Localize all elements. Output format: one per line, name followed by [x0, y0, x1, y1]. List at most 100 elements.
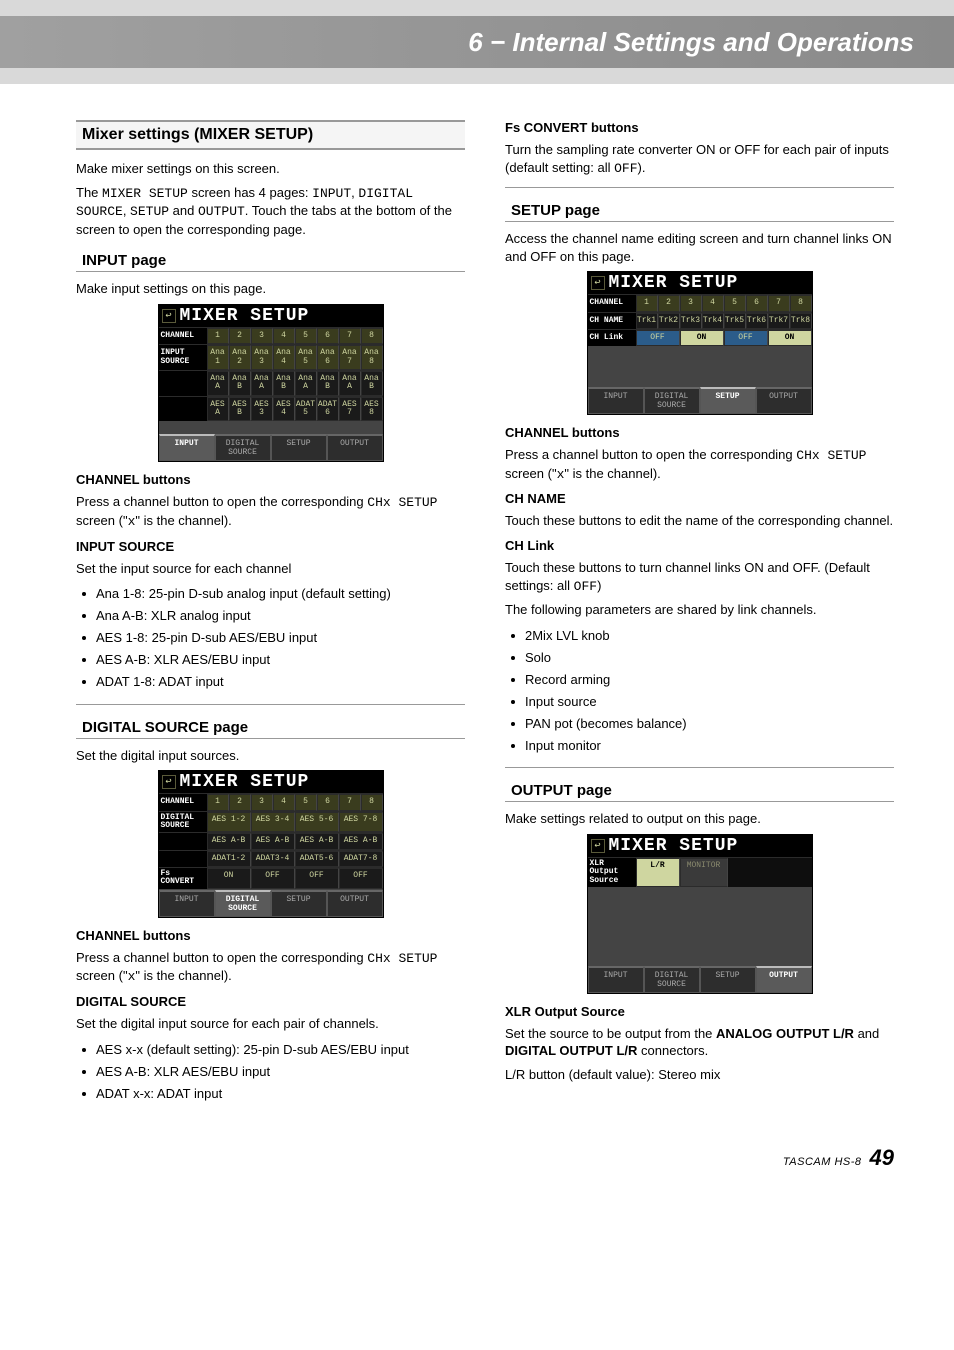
lcd-tab: DIGITAL SOURCE: [644, 387, 700, 414]
lcd-tab: OUTPUT: [327, 434, 383, 461]
lcd-cell: Ana B: [361, 371, 383, 396]
lcd-tab: OUTPUT: [756, 387, 812, 414]
lcd-cell: 2: [229, 328, 251, 344]
list-item: 2Mix LVL knob: [511, 625, 894, 647]
lcd-cell: ADAT 6: [317, 397, 339, 422]
lcd-cell: Ana B: [229, 371, 251, 396]
lcd-tab: DIGITAL SOURCE: [215, 434, 271, 461]
lcd-cell: 5: [295, 794, 317, 810]
lcd-cell: Ana 3: [251, 345, 273, 370]
input-p1: Make input settings on this page.: [76, 280, 465, 298]
lcd-cell: Ana B: [273, 371, 295, 396]
mixer-settings-heading: Mixer settings (MIXER SETUP): [76, 120, 465, 150]
lcd-cell: Ana A: [207, 371, 229, 396]
lcd-tab: DIGITAL SOURCE: [215, 890, 271, 917]
lcd-tab: SETUP: [271, 434, 327, 461]
chapter-header: 6 − Internal Settings and Operations: [0, 16, 954, 68]
lcd-cell: AES 7-8: [339, 812, 383, 833]
lcd-cell: Ana 2: [229, 345, 251, 370]
chbtn-h: CHANNEL buttons: [76, 472, 465, 487]
output-heading: OUTPUT page: [505, 778, 894, 802]
mixer-p2: The MIXER SETUP screen has 4 pages: INPU…: [76, 184, 465, 239]
back-icon: ↩: [591, 839, 605, 853]
lcd-cell: Trk4: [702, 313, 724, 329]
lcd-cell: OFF: [339, 868, 383, 889]
lcd-cell: Trk6: [746, 313, 768, 329]
lcd-cell: AES A-B: [251, 833, 295, 849]
lcd-cell: Trk3: [680, 313, 702, 329]
lcd-cell: ADAT 5: [295, 397, 317, 422]
list-item: AES x-x (default setting): 25-pin D-sub …: [82, 1039, 465, 1061]
lcd-tab: SETUP: [700, 966, 756, 993]
setup-heading: SETUP page: [505, 198, 894, 222]
lcd-cell: OFF: [251, 868, 295, 889]
lcd-tab: SETUP: [700, 387, 756, 414]
lcd-cell: OFF: [636, 330, 680, 346]
lcd-cell: OFF: [724, 330, 768, 346]
page-footer: TASCAM HS-8 49: [0, 1135, 954, 1195]
list-item: Ana A-B: XLR analog input: [82, 605, 465, 627]
lcd-setup: ↩MIXER SETUP CHANNEL 12345678 CH NAME Tr…: [587, 271, 813, 415]
lcd-cell: ADAT7-8: [339, 851, 383, 867]
chapter-title: 6 − Internal Settings and Operations: [468, 27, 914, 58]
lcd-cell: ON: [768, 330, 812, 346]
lcd-cell: 5: [295, 328, 317, 344]
lcd-tab: SETUP: [271, 890, 327, 917]
lcd-cell: 4: [273, 328, 295, 344]
ch-cells: 12345678: [207, 328, 383, 344]
input-page-heading: INPUT page: [76, 248, 465, 272]
lcd-cell: OFF: [295, 868, 339, 889]
lcd-cell: AES 7: [339, 397, 361, 422]
lcd-cell: Ana 6: [317, 345, 339, 370]
mixer-p1: Make mixer settings on this screen.: [76, 160, 465, 178]
list-item: PAN pot (becomes balance): [511, 713, 894, 735]
lcd-cell: 1: [636, 295, 658, 311]
lcd-cell: 2: [658, 295, 680, 311]
lcd-cell: AES A-B: [207, 833, 251, 849]
lcd-cell: AES A-B: [295, 833, 339, 849]
list-item: Record arming: [511, 669, 894, 691]
list-item: AES A-B: XLR AES/EBU input: [82, 649, 465, 671]
lcd-cell: 8: [790, 295, 812, 311]
lcd-cell: 1: [207, 794, 229, 810]
lcd-cell: Ana 5: [295, 345, 317, 370]
lcd-dsrc: ↩MIXER SETUP CHANNEL 12345678 DIGITAL SO…: [158, 770, 384, 918]
lcd-cell: Ana 7: [339, 345, 361, 370]
lcd-output: ↩MIXER SETUP XLR Output Source L/R MONIT…: [587, 834, 813, 994]
lcd-cell: 8: [361, 328, 383, 344]
lcd-cell: AES 8: [361, 397, 383, 422]
lcd-cell: 2: [229, 794, 251, 810]
footer-model: TASCAM HS-8: [783, 1156, 862, 1168]
fs-h: Fs CONVERT buttons: [505, 120, 894, 135]
lcd-cell: AES 4: [273, 397, 295, 422]
lcd-cell: 8: [361, 794, 383, 810]
list-item: Solo: [511, 647, 894, 669]
lcd-cell: AES 5-6: [295, 812, 339, 833]
lcd-cell: ON: [207, 868, 251, 889]
dsrc-p: Set the digital input sources.: [76, 747, 465, 765]
lcd-cell: ADAT1-2: [207, 851, 251, 867]
right-column: Fs CONVERT buttons Turn the sampling rat…: [505, 112, 894, 1115]
lcd-cell: Ana 4: [273, 345, 295, 370]
lcd-cell: 5: [724, 295, 746, 311]
insrc-p: Set the input source for each channel: [76, 560, 465, 578]
lcd-cell: Trk1: [636, 313, 658, 329]
lcd-cell: AES A: [207, 397, 229, 422]
lcd-cell: ADAT5-6: [295, 851, 339, 867]
lcd-cell: Trk2: [658, 313, 680, 329]
lcd-tab: INPUT: [159, 890, 215, 917]
lcd-cell: ADAT3-4: [251, 851, 295, 867]
lcd-cell: Ana B: [317, 371, 339, 396]
lcd-cell: Trk5: [724, 313, 746, 329]
lcd-cell: Ana A: [251, 371, 273, 396]
lcd-cell: 4: [702, 295, 724, 311]
lcd-cell: ON: [680, 330, 724, 346]
band2: [0, 68, 954, 84]
lcd-tab: OUTPUT: [327, 890, 383, 917]
lcd-cell: 7: [339, 794, 361, 810]
list-item: AES 1-8: 25-pin D-sub AES/EBU input: [82, 627, 465, 649]
list-item: ADAT x-x: ADAT input: [82, 1083, 465, 1105]
lcd-tab: OUTPUT: [756, 966, 812, 993]
lcd-cell: 4: [273, 794, 295, 810]
lcd-cell: AES 1-2: [207, 812, 251, 833]
